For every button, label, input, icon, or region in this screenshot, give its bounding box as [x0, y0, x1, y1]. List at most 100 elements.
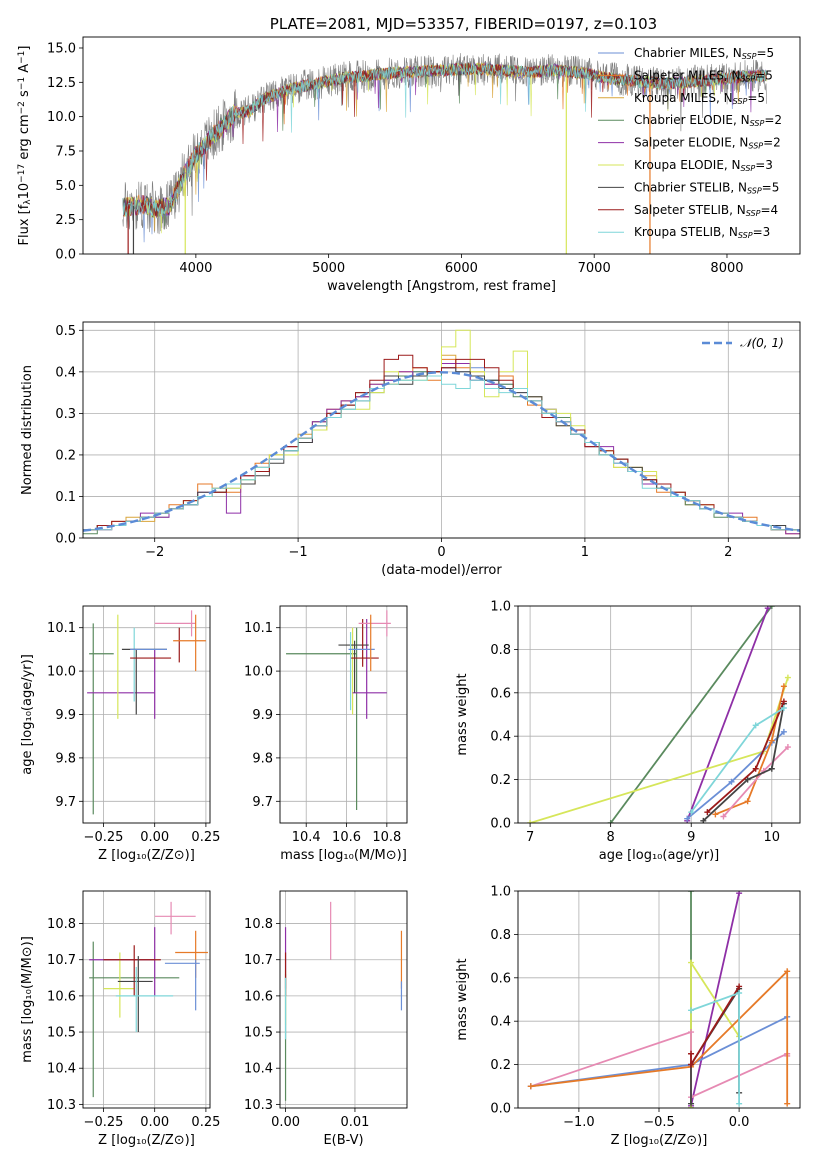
weight-marker	[607, 820, 614, 823]
y-tick-label: 10.6	[244, 989, 273, 1004]
y-tick-label: 0.5	[55, 324, 76, 339]
y-tick-label: 0.3	[55, 407, 76, 422]
y-tick-label: 10.0	[244, 665, 273, 680]
weight-marker	[720, 813, 727, 820]
y-tick-label: 10.5	[244, 1026, 273, 1041]
weight-marker	[527, 820, 534, 823]
legend-label-text: Salpeter MILES, N	[634, 68, 741, 82]
axes-frame	[517, 890, 801, 1109]
axes-frame	[82, 605, 211, 824]
legend-label-suffix: =2	[764, 113, 782, 127]
y-tick-label: 10.3	[244, 1098, 273, 1113]
y-axis-label-part: A	[17, 64, 32, 77]
plot-area	[122, 53, 768, 254]
legend-entry: Kroupa ELODIE, NSSP=3	[598, 158, 773, 173]
y-tick-label: 0.0	[490, 817, 511, 832]
y-tick-label: 10.3	[47, 1098, 76, 1113]
residuals-panel: −2 −1 0 1 2 0.0 0.1 0.2 0.3 0.4 0.5 (data-model)/er…	[20, 321, 801, 578]
legend-entry: Chabrier STELIB, NSSP=5	[598, 180, 779, 195]
axes-frame	[517, 605, 801, 824]
x-tick-label: 0.00	[271, 1115, 300, 1130]
weight-marker	[704, 809, 711, 816]
y-tick-label: 10.6	[47, 989, 76, 1004]
y-tick-label: 10.1	[244, 621, 273, 636]
normal-distribution-curve	[83, 371, 800, 532]
legend-entry: Kroupa MILES, NSSP=5	[598, 91, 765, 106]
legend-label-subscript: SSP	[748, 142, 763, 151]
axes-frame	[82, 890, 211, 1109]
y-tick-label: 0.6	[490, 971, 511, 986]
y-tick-label: 0.1	[55, 490, 76, 505]
y-axis-label: mass weight	[455, 958, 470, 1040]
y-tick-label: 10.5	[47, 1026, 76, 1041]
weight-marker	[780, 698, 787, 705]
x-tick-label: 10.8	[372, 830, 401, 845]
weight-line	[702, 703, 785, 822]
chart-title: PLATE=2081, MJD=53357, FIBERID=0197, z=0…	[270, 15, 657, 33]
x-axis-label: mass [log₁₀(M/M⊙)]	[280, 848, 407, 863]
x-tick-label: 0.00	[140, 1115, 169, 1130]
legend-label-subscript: SSP	[733, 97, 748, 106]
x-tick-label: 0.00	[140, 830, 169, 845]
y-tick-label: 0.0	[490, 1102, 511, 1117]
x-tick-label: 8	[607, 830, 615, 845]
y-tick-label: 10.4	[244, 1062, 273, 1077]
weight-series-salpeter-stelib	[704, 698, 787, 816]
plot-area	[89, 901, 208, 1098]
weight-marker	[728, 778, 735, 785]
legend-label: Chabrier ELODIE, NSSP=2	[634, 113, 782, 128]
weight-vs-metallicity-panel: −1.0 −0.5 0.0 0.0 0.2 0.4 0.6 0.8 1.0 Z [log₁₀(Z/…	[455, 885, 801, 1148]
legend-label: Salpeter STELIB, NSSP=4	[634, 203, 778, 218]
legend-label: Salpeter ELODIE, NSSP=2	[634, 136, 781, 151]
weight-marker	[684, 815, 691, 822]
y-tick-label: 12.5	[47, 76, 76, 91]
y-tick-label: 9.8	[252, 751, 273, 766]
legend-entry: 𝒩(0, 1)	[702, 336, 784, 350]
legend-entry: Salpeter MILES, NSSP=5	[598, 68, 773, 83]
spectrum-panel: 4000 5000 6000 7000 8000 0.0 2.5 5.0 7.5 10.0 12.5…	[17, 15, 801, 294]
weight-marker	[784, 968, 791, 975]
legend-label-suffix: =3	[755, 158, 773, 172]
weight-marker	[780, 728, 787, 735]
model-spectrum-chabrier-stelib	[122, 61, 768, 218]
legend-label-text: Chabrier ELODIE, N	[634, 113, 750, 127]
legend-entry: Salpeter ELODIE, NSSP=2	[598, 136, 781, 151]
weight-marker	[688, 891, 695, 894]
y-tick-label: 10.0	[47, 665, 76, 680]
legend-entry: Chabrier MILES, NSSP=5	[598, 46, 774, 61]
y-tick-label: 2.5	[55, 213, 76, 228]
y-tick-label: 0.8	[490, 643, 511, 658]
y-tick-label: 0.8	[490, 928, 511, 943]
x-tick-label: 7	[526, 830, 534, 845]
x-tick-label: −0.25	[84, 1115, 124, 1130]
mass-vs-metallicity-panel: −0.25 0.00 0.25 10.3 10.4 10.5 10.6 10.7 10.8 Z […	[20, 890, 220, 1148]
weight-marker	[784, 744, 791, 751]
legend-label-text: Kroupa ELODIE, N	[634, 158, 741, 172]
weight-series-salpeter-elodie	[684, 606, 771, 823]
legend-label-suffix: =5	[747, 91, 765, 105]
y-axis-label-part: −17	[17, 164, 27, 183]
weight-marker	[688, 1007, 695, 1014]
y-tick-label: 0.2	[490, 773, 511, 788]
legend-label-subscript: SSP	[738, 231, 753, 240]
legend-label-subscript: SSP	[747, 186, 762, 195]
axes-frame	[279, 890, 408, 1109]
weight-series-kroupa-stelib	[688, 989, 743, 1107]
axes-frame	[279, 605, 408, 824]
x-tick-label: 9	[687, 830, 695, 845]
y-axis-label-part: −2	[17, 101, 27, 114]
weight-marker	[688, 1029, 695, 1036]
weight-line	[609, 606, 773, 823]
y-tick-label: 7.5	[55, 144, 76, 159]
x-tick-label: 2	[724, 545, 732, 560]
weight-series-kroupa-elodie	[527, 674, 791, 823]
y-axis-label-part: −1	[17, 77, 27, 90]
age-vs-metallicity-panel: −0.25 0.00 0.25 9.7 9.8 9.9 10.0 10.1 Z [log₁₀(Z…	[20, 605, 220, 863]
legend-label: Chabrier MILES, NSSP=5	[634, 46, 774, 61]
legend-label: Kroupa STELIB, NSSP=3	[634, 225, 770, 240]
legend-label-suffix: =5	[755, 68, 773, 82]
model-spectrum-kroupa-stelib	[122, 62, 768, 217]
weight-series-kroupa-elodie	[688, 959, 743, 1108]
plot-area	[527, 606, 791, 823]
weight-series-salpeter-stelib	[688, 983, 743, 1068]
